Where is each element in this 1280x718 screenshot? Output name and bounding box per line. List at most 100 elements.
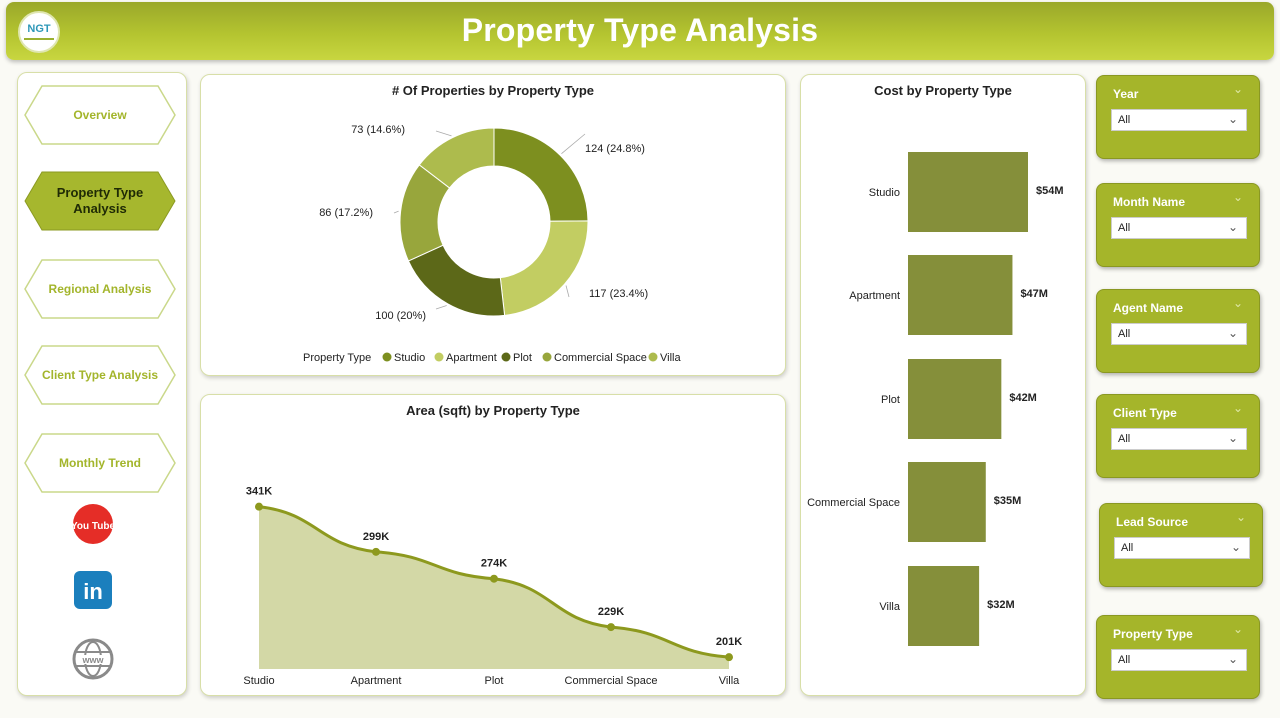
nav-button-shape — [24, 171, 176, 231]
donut-slice-studio[interactable] — [493, 127, 589, 222]
header-bar: NGT Property Type Analysis — [6, 2, 1274, 60]
area-x-tick-label: Plot — [485, 675, 504, 687]
bar-category-label: Commercial Space — [807, 497, 900, 509]
collapse-chevron-icon[interactable]: ⌄ — [1232, 296, 1243, 310]
bar-category-label: Plot — [881, 394, 900, 406]
nav-button-shape — [24, 85, 176, 145]
donut-chart-title: # Of Properties by Property Type — [391, 83, 595, 98]
cost-bar-plot[interactable] — [908, 359, 1002, 439]
donut-slice-villa[interactable] — [418, 127, 495, 189]
filter-card-agent-name: Agent Name ⌄ All ⌄ — [1096, 289, 1260, 373]
donut-leader-line — [565, 285, 570, 298]
donut-legend-item: Plot — [513, 352, 532, 364]
filter-value: All — [1121, 542, 1134, 554]
filter-card-year: Year ⌄ All ⌄ — [1096, 75, 1260, 159]
nav-button-regional-analysis[interactable]: Regional Analysis — [24, 259, 176, 319]
website-icon-text: www — [81, 655, 104, 665]
collapse-chevron-icon[interactable]: ⌄ — [1235, 510, 1246, 524]
filter-label-client-type: Client Type — [1113, 406, 1177, 420]
bar-chart-title: Cost by Property Type — [874, 83, 1012, 98]
donut-legend-item: Villa — [660, 352, 681, 364]
filter-label-year: Year — [1113, 87, 1139, 101]
collapse-chevron-icon[interactable]: ⌄ — [1232, 401, 1243, 415]
area-point[interactable] — [255, 502, 263, 511]
area-data-label: 299K — [363, 531, 389, 543]
cost-bar-commercial-space[interactable] — [908, 462, 986, 542]
donut-data-label: 117 (23.4%) — [589, 288, 648, 300]
nav-button-label: Regional Analysis — [48, 282, 152, 296]
donut-chart: 124 (24.8%) 117 (23.4%) 100 (20%) 86 (17.2%… — [303, 124, 681, 364]
logo-text: NGT — [27, 23, 51, 35]
linkedin-icon-text: in — [83, 579, 103, 604]
collapse-chevron-icon[interactable]: ⌄ — [1232, 190, 1243, 204]
filter-label-lead-source: Lead Source — [1116, 515, 1189, 529]
company-logo: NGT — [18, 11, 60, 53]
area-point[interactable] — [725, 653, 733, 662]
bar-data-label: $47M — [1020, 288, 1048, 300]
filter-card-lead-source: Lead Source ⌄ All ⌄ — [1099, 503, 1263, 587]
filter-dropdown-lead-source[interactable]: All ⌄ — [1114, 537, 1250, 559]
chevron-down-icon: ⌄ — [1230, 540, 1241, 554]
youtube-icon[interactable]: You Tube — [71, 503, 115, 545]
nav-button-label: Monthly Trend — [59, 456, 141, 470]
donut-chart-panel: # Of Properties by Property Type 124 (24… — [200, 74, 786, 376]
area-data-label: 229K — [598, 606, 624, 618]
donut-data-label: 73 (14.6%) — [351, 124, 405, 136]
area-point[interactable] — [372, 547, 380, 556]
area-x-tick-label: Studio — [243, 675, 274, 687]
bar-chart-panel: Cost by Property Type Studio $54M Apartmen… — [800, 74, 1086, 696]
donut-leader-line — [435, 130, 452, 137]
bar-data-label: $42M — [1009, 392, 1037, 404]
nav-button-client-type-analysis[interactable]: Client Type Analysis — [24, 345, 176, 405]
filter-value: All — [1118, 328, 1131, 340]
nav-button-shape — [24, 433, 176, 493]
linkedin-icon[interactable]: in — [72, 569, 114, 611]
area-x-tick-label: Apartment — [351, 675, 402, 687]
donut-slice-plot[interactable] — [407, 244, 506, 317]
filter-card-month-name: Month Name ⌄ All ⌄ — [1096, 183, 1260, 267]
donut-leader-line — [561, 133, 586, 154]
area-fill — [259, 506, 729, 669]
filter-label-month-name: Month Name — [1113, 195, 1185, 209]
chevron-down-icon: ⌄ — [1227, 112, 1238, 126]
donut-legend-item: Commercial Space — [554, 352, 647, 364]
nav-button-overview[interactable]: Overview — [24, 85, 176, 145]
cost-bar-apartment[interactable] — [908, 255, 1013, 335]
filter-dropdown-property-type[interactable]: All ⌄ — [1111, 649, 1247, 671]
nav-button-monthly-trend[interactable]: Monthly Trend — [24, 433, 176, 493]
bar-data-label: $32M — [987, 599, 1015, 611]
collapse-chevron-icon[interactable]: ⌄ — [1232, 622, 1243, 636]
area-data-label: 201K — [716, 636, 742, 648]
nav-button-label: Client Type Analysis — [41, 368, 159, 382]
area-data-label: 274K — [481, 558, 507, 570]
bar-data-label: $54M — [1036, 185, 1064, 197]
nav-button-shape — [24, 345, 176, 405]
filter-dropdown-year[interactable]: All ⌄ — [1111, 109, 1247, 131]
bar-category-label: Apartment — [849, 290, 900, 302]
donut-leader-line — [393, 210, 399, 214]
area-x-tick-label: Commercial Space — [565, 675, 658, 687]
filter-label-property-type: Property Type — [1113, 627, 1193, 641]
nav-button-property-type-analysis[interactable]: Property Type Analysis — [24, 171, 176, 231]
donut-data-label: 86 (17.2%) — [319, 207, 373, 219]
donut-slice-apartment[interactable] — [499, 220, 589, 316]
legend-swatch — [542, 352, 552, 362]
cost-bar-villa[interactable] — [908, 566, 980, 646]
area-point[interactable] — [607, 623, 615, 632]
filter-dropdown-month-name[interactable]: All ⌄ — [1111, 217, 1247, 239]
legend-swatch — [382, 352, 392, 362]
nav-button-shape — [24, 259, 176, 319]
cost-bar-studio[interactable] — [908, 152, 1028, 232]
filter-dropdown-agent-name[interactable]: All ⌄ — [1111, 323, 1247, 345]
area-data-label: 341K — [246, 486, 272, 498]
filter-dropdown-client-type[interactable]: All ⌄ — [1111, 428, 1247, 450]
collapse-chevron-icon[interactable]: ⌄ — [1232, 82, 1243, 96]
nav-button-label: Overview — [73, 108, 127, 122]
youtube-icon-text: You Tube — [72, 521, 114, 532]
bar-data-label: $35M — [994, 495, 1022, 507]
page-title: Property Type Analysis — [461, 12, 819, 48]
website-icon[interactable]: www — [72, 638, 114, 680]
area-chart: 341K Studio 299K Apartment 274K Plot 229K Comme… — [243, 486, 742, 687]
area-point[interactable] — [490, 574, 498, 583]
area-chart-title: Area (sqft) by Property Type — [406, 403, 580, 418]
